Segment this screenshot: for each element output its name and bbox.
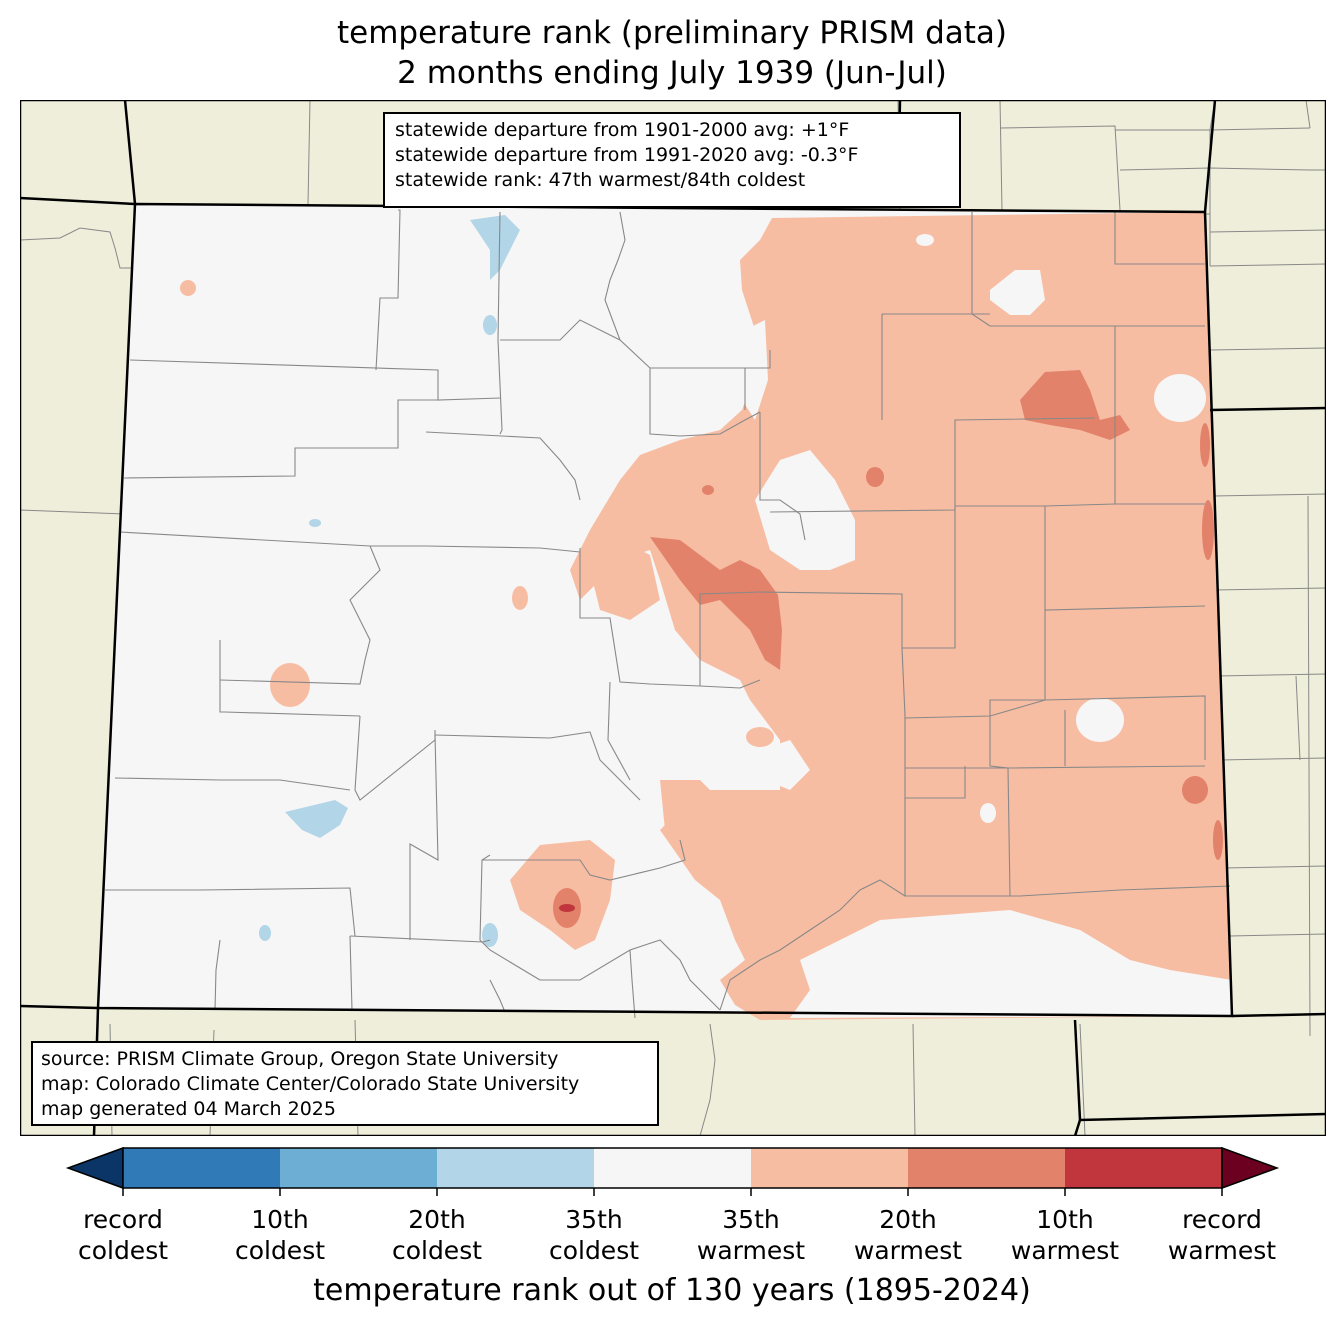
colorbar-tick-label: record coldest [77, 1205, 169, 1265]
colorbar-tick-label: 10th warmest [1010, 1205, 1120, 1265]
colorbar-tick-label: 20th coldest [391, 1205, 483, 1265]
colorbar-segment [123, 1148, 280, 1188]
map-credit-line: map: Colorado Climate Center/Colorado St… [41, 1073, 580, 1095]
colorbar-segment [751, 1148, 908, 1188]
colorbar-tick-label: 20th warmest [853, 1205, 963, 1265]
warm-10th-patch [559, 904, 575, 912]
colorbar-under-arrow [65, 1146, 124, 1190]
colorbar-title: temperature rank out of 130 years (1895-… [313, 1273, 1031, 1308]
source-box: source: PRISM Climate Group, Oregon Stat… [31, 1041, 659, 1126]
colorbar-segment [280, 1148, 437, 1188]
county-lines [105, 209, 1231, 1019]
colorbar [65, 1146, 1280, 1196]
colorbar-tick-label: 35th warmest [696, 1205, 806, 1265]
source-line: source: PRISM Climate Group, Oregon Stat… [41, 1048, 559, 1070]
departure-1901-2000: statewide departure from 1901-2000 avg: … [395, 119, 850, 141]
colorbar-over-arrow [1221, 1146, 1280, 1190]
colorado-temperature-rank-map [20, 100, 1326, 1136]
map-title: temperature rank (preliminary PRISM data… [336, 15, 1007, 51]
colorbar-tick-label: 10th coldest [234, 1205, 326, 1265]
warm-20th-patches [553, 370, 1223, 928]
generated-date-line: map generated 04 March 2025 [41, 1098, 336, 1120]
colorbar-segment [437, 1148, 594, 1188]
colorbar-segment [908, 1148, 1065, 1188]
colorbar-tick-label: record warmest [1167, 1205, 1277, 1265]
departure-1991-2020: statewide departure from 1991-2020 avg: … [395, 144, 859, 166]
colorbar-frame [122, 1147, 1223, 1189]
map-subtitle: 2 months ending July 1939 (Jun-Jul) [397, 55, 947, 91]
statewide-rank: statewide rank: 47th warmest/84th coldes… [395, 169, 806, 191]
colorbar-segment [594, 1148, 751, 1188]
colorbar-tick-label: 35th coldest [548, 1205, 640, 1265]
statewide-stats-box: statewide departure from 1901-2000 avg: … [383, 112, 961, 208]
near-normal-holes [742, 234, 1232, 1018]
colorbar-segment [1065, 1148, 1222, 1188]
